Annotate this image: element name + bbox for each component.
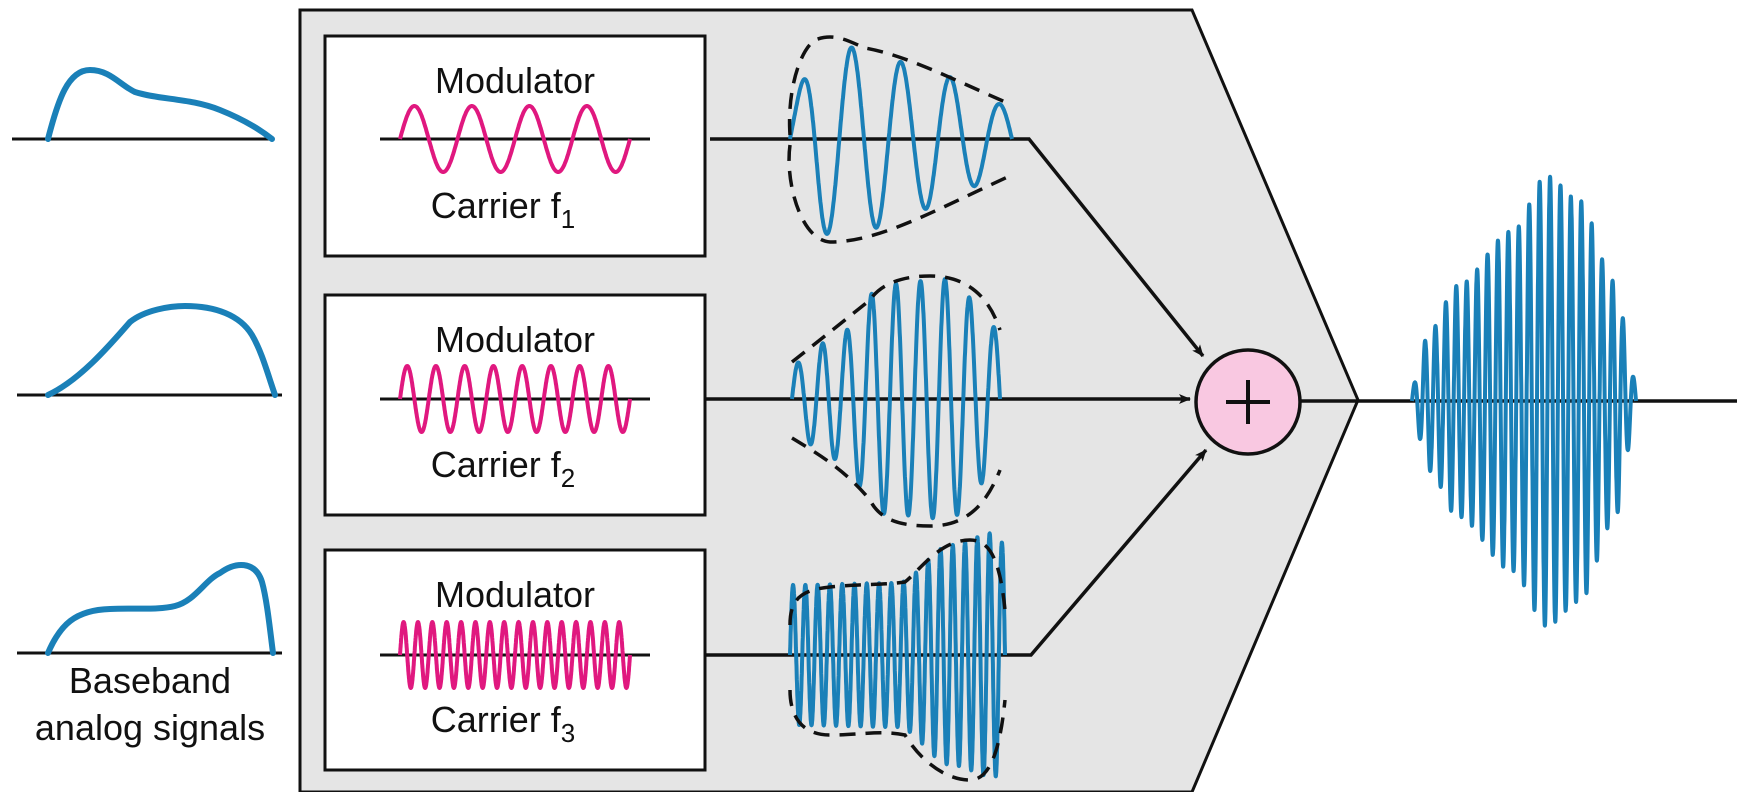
carrier-wave-1 [398,104,632,174]
carrier-label-2-text: Carrier f [431,444,562,485]
baseband-signals: Baseband analog signals [12,67,282,748]
modulated-signal-2 [790,277,1002,521]
carrier-label-2-subscript: 2 [561,463,575,493]
carrier-label-1-subscript: 1 [561,204,575,234]
carrier-wave-2 [398,364,632,434]
baseband-label-line1: Baseband [69,660,231,701]
modulator-title-1: Modulator [435,60,595,101]
modulator-title-3: Modulator [435,574,595,615]
carrier-wave-3 [398,620,632,690]
carrier-label-1-text: Carrier f [431,185,562,226]
modulator-2: Modulator Carrier f2 [323,293,707,517]
plus-icon [1226,380,1270,424]
envelope-2 [790,274,1002,528]
modulator-title-2: Modulator [435,319,595,360]
carrier-label-2: Carrier f2 [431,444,575,493]
baseband-signal-1 [45,67,275,142]
envelope-3 [788,538,1007,782]
envelope-1 [787,35,1013,244]
modulator-1: Modulator Carrier f1 [323,34,707,258]
modulator-3: Modulator Carrier f3 [323,548,707,772]
composite-signal [1410,174,1638,628]
baseband-signal-3 [45,562,276,656]
carrier-label-3-subscript: 3 [561,718,575,748]
baseband-label-line2: analog signals [35,707,265,748]
modulated-signal-1 [788,45,1014,236]
adder [1194,348,1302,456]
carrier-label-1: Carrier f1 [431,185,575,234]
carrier-label-3-text: Carrier f [431,699,562,740]
modulated-signal-3 [788,531,1007,779]
baseband-signal-2 [45,303,278,398]
modulated-signals [787,35,1014,782]
carrier-label-3: Carrier f3 [431,699,575,748]
